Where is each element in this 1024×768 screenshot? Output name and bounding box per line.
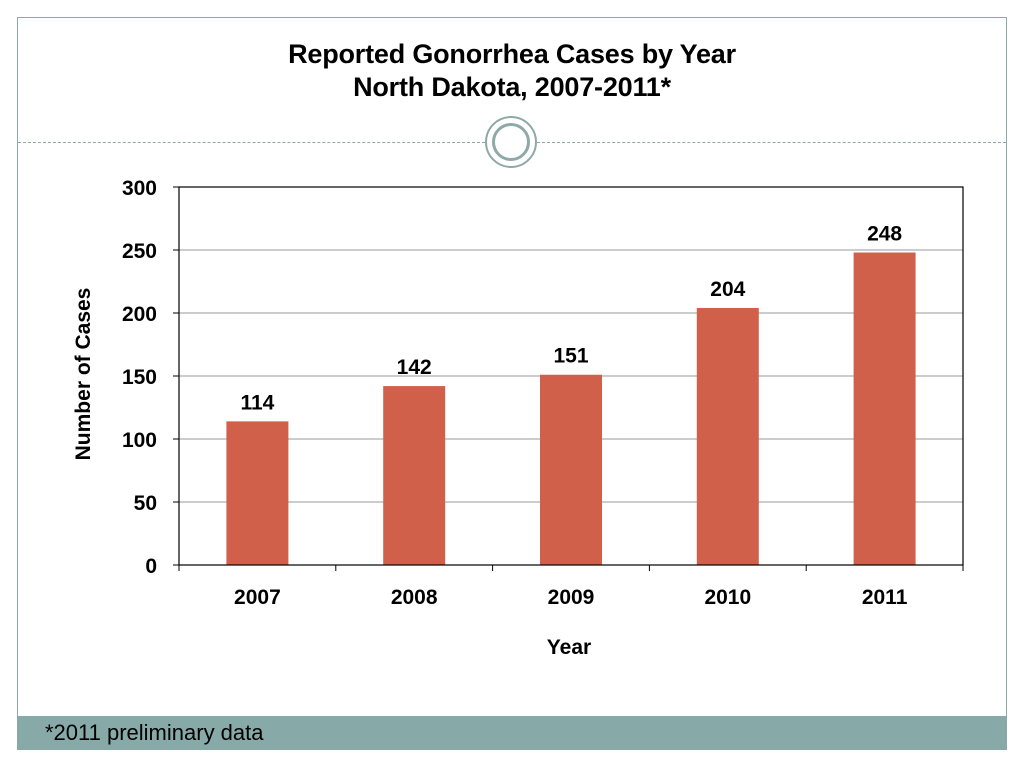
y-tick-label: 0 [145, 555, 157, 578]
x-tick-label-2011: 2011 [862, 586, 908, 609]
data-label-2007: 114 [240, 391, 274, 414]
bar-2008 [383, 386, 446, 565]
bars [226, 252, 916, 565]
y-tick-label: 100 [122, 429, 157, 452]
x-tick-label-2010: 2010 [704, 586, 751, 609]
y-tick-label: 50 [134, 492, 157, 515]
title-divider-right [537, 142, 1006, 143]
footer-bar: *2011 preliminary data [17, 716, 1007, 750]
circle-ornament-icon [485, 116, 537, 168]
bar-2009 [540, 374, 602, 565]
footnote: *2011 preliminary data [45, 720, 264, 745]
plot-area-border [178, 186, 964, 566]
bar-2010 [696, 307, 759, 565]
labels: 0 50 100 150 200 250 300 114 2007 142 2008 151 2009 2… [122, 177, 908, 609]
y-tick-label: 300 [122, 177, 157, 200]
title-line-2: North Dakota, 2007-2011* [353, 72, 671, 102]
y-tick-label: 150 [122, 366, 157, 389]
title-divider-left [18, 142, 485, 143]
x-tick-label-2008: 2008 [391, 586, 438, 609]
y-tick-label: 200 [122, 303, 157, 326]
title-line-1: Reported Gonorrhea Cases by Year [288, 39, 736, 69]
data-label-2010: 204 [710, 278, 745, 301]
bar-2011 [853, 252, 916, 565]
bar-2007 [226, 421, 289, 565]
data-label-2011: 248 [867, 223, 902, 246]
x-axis-title: Year [547, 636, 591, 659]
data-label-2008: 142 [397, 356, 432, 379]
y-tick-label: 250 [122, 240, 157, 263]
y-axis-title: Number of Cases [72, 288, 95, 461]
axes [173, 186, 964, 571]
x-tick-label-2009: 2009 [548, 586, 595, 609]
slide-title: Reported Gonorrhea Cases by Year North D… [17, 38, 1007, 104]
x-tick-label-2007: 2007 [234, 586, 281, 609]
data-label-2009: 151 [553, 345, 588, 368]
